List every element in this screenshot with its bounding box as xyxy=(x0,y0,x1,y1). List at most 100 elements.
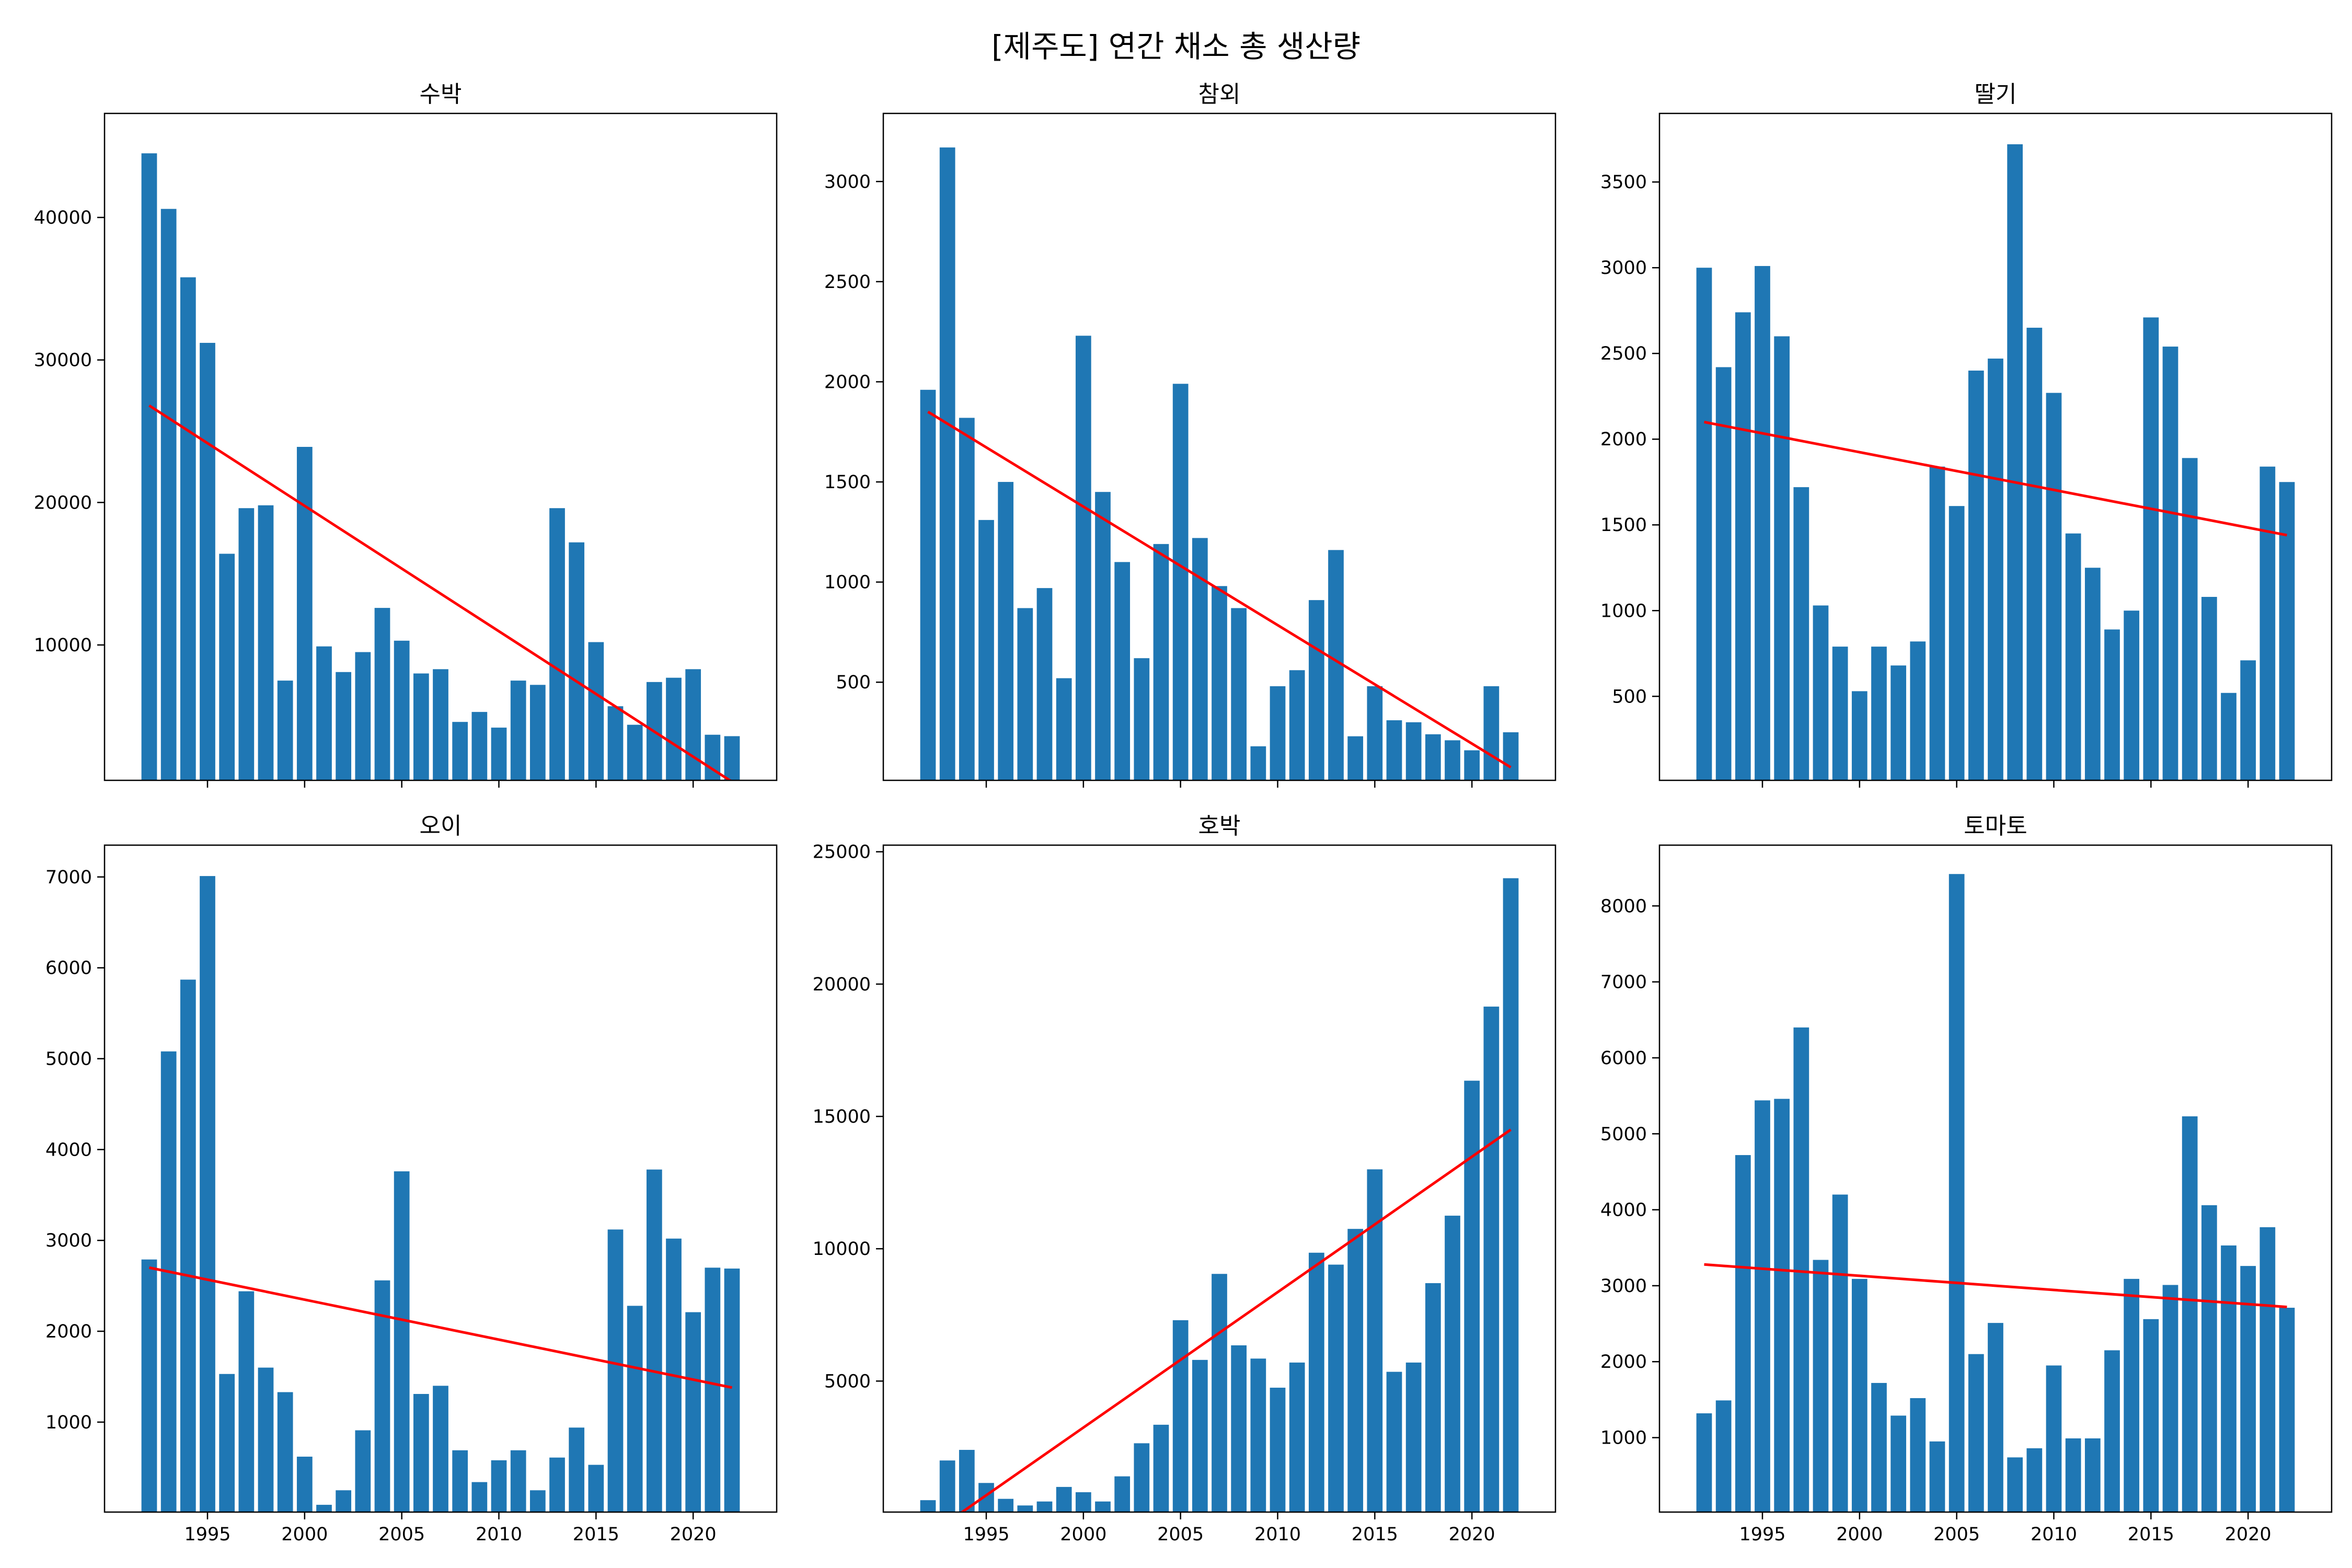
y-tick-label: 25000 xyxy=(813,842,871,863)
axes-frame xyxy=(103,844,778,1513)
bar xyxy=(1871,1382,1887,1512)
bar xyxy=(1483,1006,1500,1512)
bar xyxy=(1832,647,1848,780)
bar xyxy=(1696,268,1712,780)
y-tick-label: 1000 xyxy=(824,572,871,593)
bar xyxy=(1715,367,1732,780)
bar xyxy=(471,1482,488,1512)
y-tick-label: 1500 xyxy=(1600,515,1647,536)
x-tick-label: 2000 xyxy=(1060,1524,1106,1545)
x-tick-label: 2020 xyxy=(670,1524,717,1545)
bar xyxy=(588,1465,604,1512)
bar xyxy=(1949,506,1965,780)
bar xyxy=(1036,588,1053,780)
bar xyxy=(2240,1266,2256,1512)
bar xyxy=(491,728,507,780)
subplot-title: 토마토 xyxy=(1964,813,2027,839)
y-tick-label: 1000 xyxy=(1600,1428,1647,1449)
bar xyxy=(1910,641,1926,780)
bar xyxy=(1774,1099,1790,1512)
bar xyxy=(1250,1358,1266,1512)
bar xyxy=(2026,328,2043,780)
y-tick-label: 4000 xyxy=(1600,1200,1647,1221)
subplot-title: 호박 xyxy=(1198,813,1241,839)
y-tick-label: 6000 xyxy=(45,958,92,979)
bar xyxy=(1735,312,1751,780)
x-tick-label: 2010 xyxy=(1254,1524,1301,1545)
bar xyxy=(939,147,955,780)
y-tick-label: 500 xyxy=(836,672,871,693)
bar xyxy=(1153,1424,1169,1512)
axes-frame xyxy=(882,112,1557,781)
bar xyxy=(1696,1413,1712,1512)
bar xyxy=(491,1460,507,1512)
bar xyxy=(2007,1457,2023,1512)
bar xyxy=(588,642,604,780)
bar xyxy=(1503,878,1519,1512)
bar xyxy=(1250,746,1266,780)
bar xyxy=(1890,665,1907,780)
bar xyxy=(394,1171,410,1512)
y-tick-label: 3000 xyxy=(1600,1276,1647,1297)
chart-panel-oriental-melon: 500 1000 1500 2000 2500 3000 참외 xyxy=(824,81,1557,788)
bar xyxy=(374,608,390,780)
bar xyxy=(141,1259,157,1512)
bar xyxy=(258,1367,274,1512)
y-tick-label: 2000 xyxy=(45,1321,92,1342)
x-tick-label: 2005 xyxy=(1933,1524,1980,1545)
bar xyxy=(1231,1345,1247,1512)
x-tick-label: 2000 xyxy=(281,1524,328,1545)
bar xyxy=(2143,1319,2159,1512)
subplot-title: 오이 xyxy=(420,813,462,839)
bar xyxy=(1793,1027,1809,1512)
bar xyxy=(452,722,468,780)
y-tick-label: 20000 xyxy=(34,492,92,513)
bar xyxy=(1445,1215,1460,1512)
bar xyxy=(1270,1388,1286,1512)
bar xyxy=(1114,1476,1131,1512)
x-tick-label: 2005 xyxy=(378,1524,425,1545)
bar xyxy=(1289,670,1305,780)
bar xyxy=(1347,736,1364,780)
bar xyxy=(1813,605,1829,780)
bar xyxy=(998,482,1014,780)
bar xyxy=(1968,1354,1984,1512)
bar xyxy=(529,685,546,780)
y-tick-label: 2500 xyxy=(824,272,871,293)
y-tick-label: 7000 xyxy=(1600,972,1647,993)
bar xyxy=(666,677,682,780)
bar xyxy=(336,1490,352,1512)
subplot-title: 수박 xyxy=(420,81,462,108)
bar xyxy=(1851,691,1867,780)
x-tick-label: 2015 xyxy=(1352,1524,1398,1545)
bar xyxy=(1134,658,1150,780)
bar xyxy=(627,1306,643,1512)
bar xyxy=(607,706,624,780)
bar xyxy=(1308,1252,1324,1512)
bar xyxy=(1328,1264,1344,1512)
x-tick-label: 2015 xyxy=(573,1524,619,1545)
y-tick-label: 500 xyxy=(1612,686,1647,707)
x-tick-label: 1995 xyxy=(184,1524,230,1545)
y-tick-label: 5000 xyxy=(45,1049,92,1070)
bar xyxy=(1367,686,1383,780)
plot-area xyxy=(141,876,740,1512)
chart-panel-strawberry: 500 1000 1500 2000 2500 3000 3500 딸기 xyxy=(1600,81,2333,788)
bar xyxy=(160,1051,177,1512)
bar xyxy=(2143,317,2159,780)
bar xyxy=(2182,1116,2198,1512)
bar xyxy=(2084,568,2101,780)
bar xyxy=(355,1430,371,1512)
bar xyxy=(1056,678,1072,780)
bar xyxy=(374,1280,390,1512)
bar xyxy=(296,447,313,780)
bar xyxy=(1405,722,1422,780)
bar xyxy=(627,724,643,780)
bar xyxy=(316,646,332,780)
y-tick-label: 15000 xyxy=(813,1106,871,1127)
bar xyxy=(355,652,371,780)
chart-panel-pumpkin: 1995 2000 2005 2010 2015 2020 5000 10000 15000 20… xyxy=(813,813,1557,1545)
bar xyxy=(569,542,585,780)
y-tick-label: 20000 xyxy=(813,974,871,995)
y-tick-label: 3500 xyxy=(1600,172,1647,193)
